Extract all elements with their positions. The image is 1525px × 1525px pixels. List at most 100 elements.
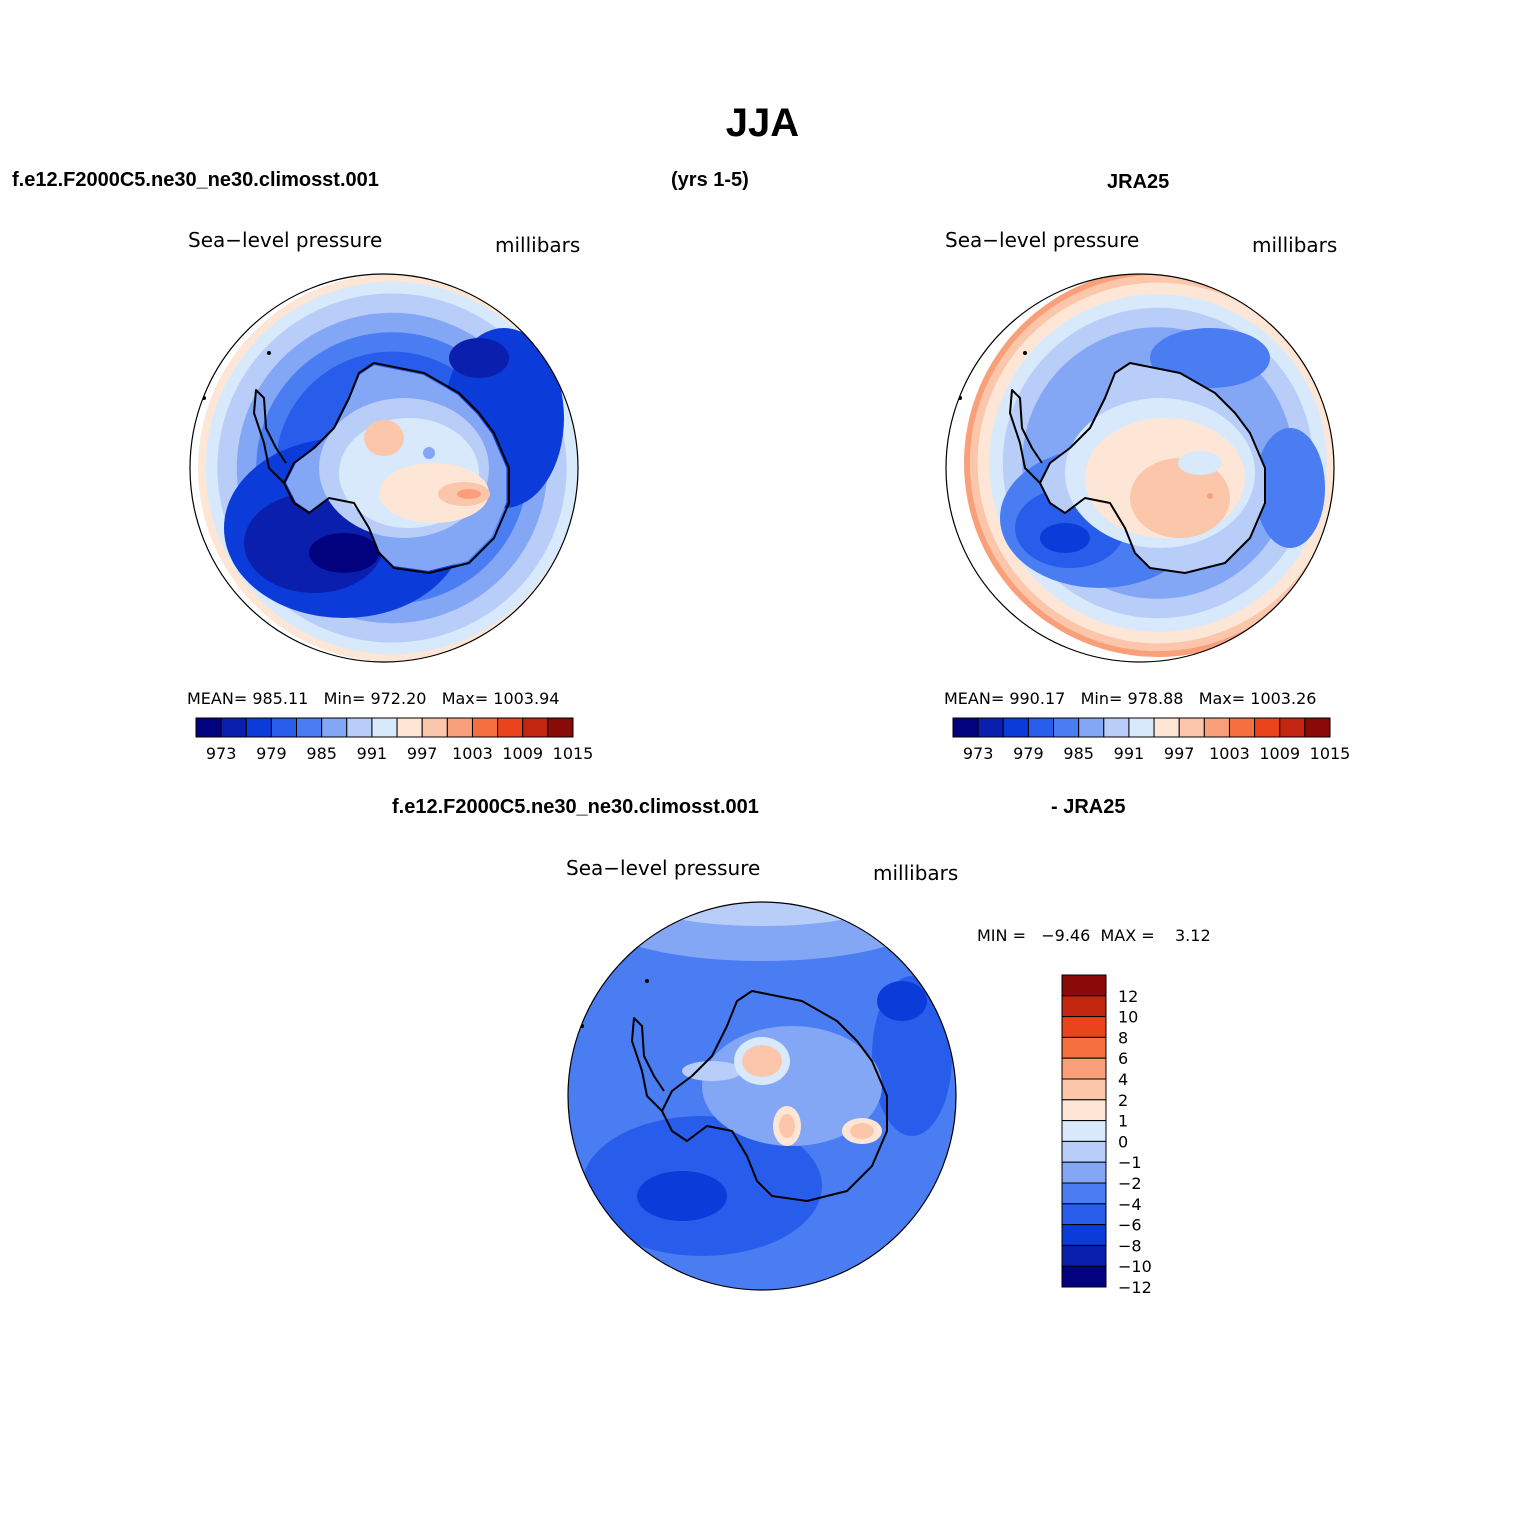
colorbar-box [1228,717,1256,738]
colorbar-box [1061,1016,1107,1038]
colorbar-box [346,717,373,738]
island [1023,351,1027,355]
colorbar-label: 1003 [1209,744,1250,763]
colorbar-label: 991 [1114,744,1145,763]
antarctica-coastline [1039,362,1266,574]
map-border [189,273,579,663]
map-field [958,274,1334,657]
field-peak [457,489,481,499]
page-title: JJA [725,101,800,145]
field-low [423,447,435,459]
field-ridge [1130,458,1230,538]
colorbar-label: 10 [1118,1008,1138,1027]
colorbar-box [1061,1182,1107,1205]
antarctic-peninsula [1009,389,1043,484]
colorbar-box [245,717,272,738]
panel3-units: millibars [873,861,959,885]
panel3-title: Sea−level pressure [566,856,761,880]
colorbar-box [1027,717,1055,738]
colorbar-box [1061,1099,1107,1122]
map-field [198,274,578,662]
panel1-units: millibars [495,233,581,257]
colorbar-label: 973 [206,744,237,763]
colorbar-box [1061,1265,1107,1288]
colorbar-box [195,717,222,738]
colorbar-box [952,717,979,738]
colorbar-label: 991 [357,744,388,763]
colorbar-box [1061,1078,1107,1101]
colorbar-label: 0 [1118,1132,1128,1151]
field-band [637,1171,727,1221]
panel2-title: Sea−level pressure [945,228,1140,252]
colorbar-box [1061,1203,1107,1226]
antarctic-peninsula [253,389,287,484]
colorbar-box [1304,717,1331,738]
colorbar-label: −10 [1118,1257,1152,1276]
field-band [449,338,509,378]
colorbar-box [1061,1244,1107,1267]
field-peak [1207,493,1213,499]
colorbar-box [1279,717,1306,738]
field-peak [850,1123,874,1139]
colorbar-box [522,717,549,738]
years-label: (yrs 1-5) [671,169,749,191]
colorbar-box [1061,974,1107,997]
panel1-title: Sea−level pressure [188,228,383,252]
panel2-stats: MEAN= 990.17 Min= 978.88 Max= 1003.26 [944,689,1317,708]
colorbar-label: 1009 [502,744,543,763]
field-peak [779,1114,795,1138]
field-low [1040,523,1090,553]
colorbar-label: −4 [1118,1195,1142,1214]
colorbar-box [1061,1057,1107,1080]
map-panel-2 [945,273,1335,663]
colorbar-box [1078,717,1105,738]
colorbar-box [1053,717,1080,738]
colorbar-box [396,717,423,738]
colorbar-box [1128,717,1155,738]
obs-name-label: JRA25 [1107,171,1170,193]
colorbar-box [321,717,348,738]
colorbar-1: 973 979 985 991 997 1003 1009 1015 [195,717,594,763]
colorbar-label: −1 [1118,1153,1142,1172]
colorbar-box [296,717,323,738]
colorbar-box [1203,717,1230,738]
colorbar-box [1061,995,1107,1018]
field-ridge [364,420,404,456]
island [267,351,271,355]
colorbar-box [977,717,1004,738]
model-case-label: f.e12.F2000C5.ne30_ne30.climosst.001 [12,169,379,191]
colorbar-label: 1015 [553,744,594,763]
antarctic-peninsula [631,1017,665,1112]
colorbar-label: −12 [1118,1278,1152,1297]
map-border [567,901,957,1291]
colorbar-label: 1003 [452,744,493,763]
panel1-stats: MEAN= 985.11 Min= 972.20 Max= 1003.94 [187,689,560,708]
field-band [682,1061,742,1081]
field-peak [742,1045,782,1077]
colorbar-label: 12 [1118,987,1138,1006]
antarctica-coastline [283,362,510,574]
colorbar-label: 8 [1118,1028,1128,1047]
field-band [1255,428,1325,548]
field-band [652,902,872,926]
colorbar-box [1178,717,1205,738]
colorbar-label: 997 [407,744,438,763]
field-ridge [379,463,489,523]
field-band [1178,451,1222,475]
colorbar-box [497,717,524,738]
field-band [877,981,927,1021]
colorbar-label: −8 [1118,1236,1142,1255]
diff-obs-label: - JRA25 [1051,796,1126,818]
antarctica-coastline [661,990,888,1202]
colorbar-box [1103,717,1130,738]
colorbar-label: 985 [306,744,337,763]
colorbar-label: 979 [256,744,287,763]
colorbar-box [1061,1161,1107,1184]
colorbar-box [1061,1224,1107,1246]
colorbar-box [1153,717,1180,738]
diff-model-case-label: f.e12.F2000C5.ne30_ne30.climosst.001 [392,796,759,818]
panel2-units: millibars [1252,233,1338,257]
colorbar-label: −6 [1118,1216,1142,1235]
colorbar-label: 2 [1118,1091,1128,1110]
